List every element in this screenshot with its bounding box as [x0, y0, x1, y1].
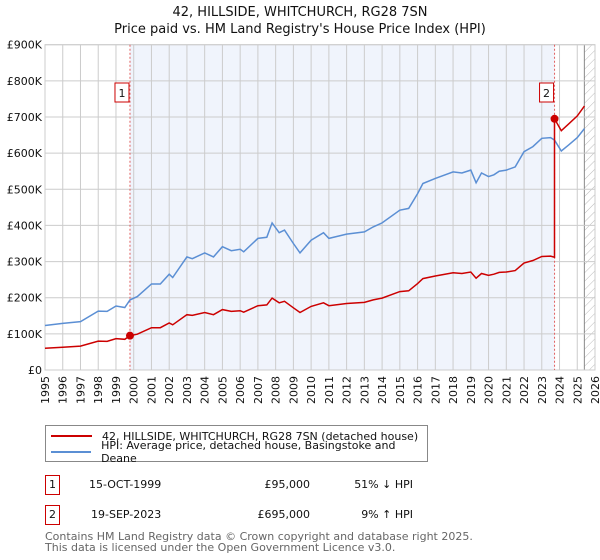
hpi-series-line — [44, 128, 585, 327]
x-tick-label: 2011 — [323, 376, 336, 404]
x-tick-label: 2004 — [199, 376, 212, 404]
property-series-line — [44, 105, 586, 350]
x-tick-label: 2021 — [500, 376, 513, 404]
x-tick-label: 2022 — [518, 376, 531, 404]
x-tick-label: 2010 — [305, 376, 318, 404]
y-tick-label: £0 — [28, 364, 42, 377]
x-tick-label: 2007 — [252, 376, 265, 404]
x-tick-label: 1997 — [74, 376, 87, 404]
x-tick-label: 2005 — [216, 376, 229, 404]
y-tick-label: £800K — [7, 75, 43, 88]
legend-swatch-property — [51, 435, 92, 437]
ownership-shade — [129, 44, 555, 370]
x-tick-label: 2009 — [287, 376, 300, 404]
forecast-hatch — [584, 44, 595, 370]
y-tick-label: £900K — [7, 39, 43, 52]
x-tick-label: 2014 — [376, 376, 389, 404]
x-tick-label: 2012 — [341, 376, 354, 404]
legend-swatch-hpi — [51, 451, 92, 453]
x-tick-label: 2018 — [447, 376, 460, 404]
x-tick-label: 1998 — [92, 376, 105, 404]
price-chart: 1 2 1995 1996 1997 1998 1999 2000 2001 2002 2003 20… — [7, 39, 600, 404]
transaction-badge: 1 — [45, 475, 60, 495]
x-tick-label: 2000 — [128, 376, 141, 404]
transaction-hpi-diff: 51% ↓ HPI — [354, 478, 413, 491]
sale-point — [550, 114, 559, 123]
sale-badge-label: 2 — [543, 87, 550, 100]
y-tick-label: £700K — [7, 111, 43, 124]
x-tick-label: 2002 — [163, 376, 176, 404]
chart-subtitle: Price paid vs. HM Land Registry's House … — [114, 22, 486, 37]
transaction-row-1: 1 15-OCT-1999 £95,000 51% ↓ HPI — [45, 475, 445, 495]
chart-legend: 42, HILLSIDE, WHITCHURCH, RG28 7SN (deta… — [45, 425, 428, 465]
y-tick-label: £400K — [7, 219, 43, 232]
legend-label-hpi: HPI: Average price, detached house, Basi… — [101, 439, 396, 465]
x-tick-label: 2013 — [358, 376, 371, 404]
x-tick-label: 2016 — [412, 376, 425, 404]
x-tick-label: 2024 — [554, 376, 567, 404]
x-tick-label: 2019 — [465, 376, 478, 404]
y-tick-label: £500K — [7, 183, 43, 196]
sale-badge — [539, 82, 555, 103]
transaction-price: £95,000 — [264, 478, 311, 491]
footer-copyright: Contains HM Land Registry data © Crown c… — [45, 530, 473, 543]
legend-item-property: 42, HILLSIDE, WHITCHURCH, RG28 7SN (deta… — [46, 428, 418, 444]
chart-title: 42, HILLSIDE, WHITCHURCH, RG28 7SN — [172, 5, 428, 20]
transaction-row-2: 2 19-SEP-2023 £695,000 9% ↑ HPI — [45, 505, 445, 525]
y-tick-label: £300K — [7, 256, 43, 269]
y-tick-label: £600K — [7, 147, 43, 160]
transaction-date: 19-SEP-2023 — [91, 508, 162, 521]
plot-border — [44, 44, 596, 371]
footer-licence: This data is licensed under the Open Gov… — [45, 541, 396, 554]
y-tick-label: £200K — [7, 292, 43, 305]
x-tick-label: 2025 — [571, 376, 584, 404]
legend-label-property: 42, HILLSIDE, WHITCHURCH, RG28 7SN (deta… — [102, 429, 419, 443]
transaction-badge: 2 — [45, 505, 60, 525]
x-tick-label: 2003 — [181, 376, 194, 404]
x-tick-label: 2023 — [536, 376, 549, 404]
legend-item-hpi: HPI: Average price, detached house, Basi… — [46, 439, 427, 465]
x-tick-label: 2020 — [483, 376, 496, 404]
y-tick-label: £100K — [7, 328, 43, 341]
sale-point — [125, 331, 134, 340]
x-tick-label: 2026 — [589, 376, 600, 404]
sale-badge-label: 1 — [118, 87, 125, 100]
x-tick-label: 2015 — [394, 376, 407, 404]
transaction-price: £695,000 — [257, 508, 311, 521]
sale-badge — [114, 82, 130, 103]
x-tick-label: 1996 — [57, 376, 70, 404]
x-tick-label: 2006 — [234, 376, 247, 404]
transaction-hpi-diff: 9% ↑ HPI — [361, 508, 413, 521]
transaction-date: 15-OCT-1999 — [89, 478, 162, 491]
x-tick-label: 2017 — [429, 376, 442, 404]
x-tick-label: 1995 — [39, 376, 52, 404]
x-tick-label: 1999 — [110, 376, 123, 404]
x-tick-label: 2008 — [270, 376, 283, 404]
x-tick-label: 2001 — [145, 376, 158, 404]
